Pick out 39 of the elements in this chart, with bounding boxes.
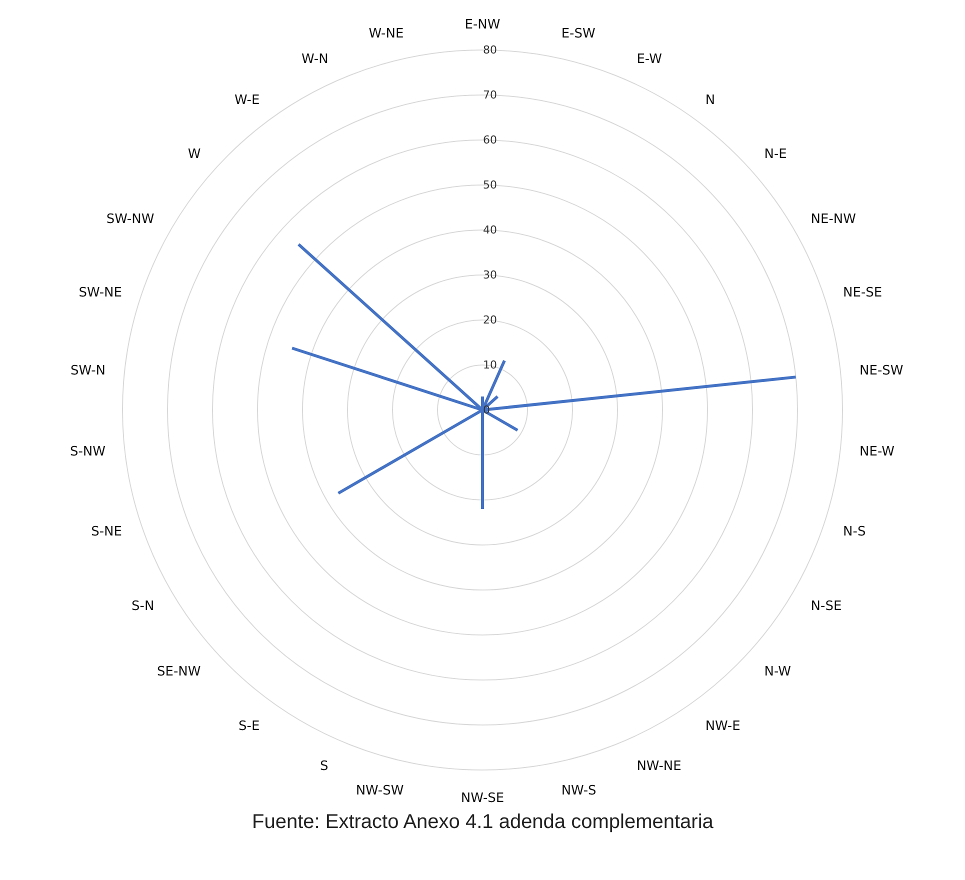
spoke-label: NE-W [860, 444, 895, 460]
y-tick-label: 40 [483, 224, 497, 237]
spoke-label: NE-SW [860, 364, 904, 379]
y-tick-label: 20 [483, 314, 497, 327]
spoke-label: S-NE [91, 524, 122, 540]
spoke-label: N-S [843, 524, 866, 540]
spoke-label: W [188, 146, 201, 162]
spoke-label: NW-S [561, 783, 596, 798]
spoke-label: S [320, 759, 328, 774]
spoke-label: NE-SE [843, 285, 882, 300]
spoke-label: W-E [234, 92, 260, 108]
spoke-label: N-W [764, 664, 792, 680]
y-tick-label: 80 [483, 44, 497, 57]
spoke-label: E-W [636, 52, 662, 68]
spoke-label: SW-NE [78, 285, 122, 300]
y-tick-label: 30 [483, 268, 497, 282]
y-tick-label: 70 [483, 88, 497, 102]
y-tick-label: 10 [483, 358, 497, 372]
spoke-label: S-E [238, 718, 260, 734]
spoke-label: E-SW [561, 26, 596, 42]
spoke-label: NW-SE [460, 791, 504, 806]
spoke-label: S-NW [70, 444, 106, 460]
y-tick-label: 50 [483, 178, 497, 192]
spoke-label: W-N [302, 52, 328, 68]
spoke-label: NW-SW [356, 783, 404, 798]
y-tick-label: 60 [483, 134, 497, 147]
spoke-label: N-E [764, 146, 787, 162]
spoke-label: SE-NW [157, 664, 201, 680]
source-note: Fuente: Extracto Anexo 4.1 adenda complementaria [252, 811, 714, 833]
spoke-label: SW-N [70, 364, 106, 379]
spoke-label: NW-E [705, 718, 740, 734]
spoke-label: NW-NE [636, 759, 682, 774]
spoke-label: E-NW [464, 17, 500, 32]
spoke-label: NE-NW [810, 212, 856, 228]
spoke-label: N-SE [810, 598, 842, 614]
spoke-label: S-N [132, 598, 154, 614]
spoke-label: SW-NW [106, 212, 154, 228]
spoke-label: N [705, 92, 716, 108]
spoke-label: W-NE [368, 26, 404, 42]
